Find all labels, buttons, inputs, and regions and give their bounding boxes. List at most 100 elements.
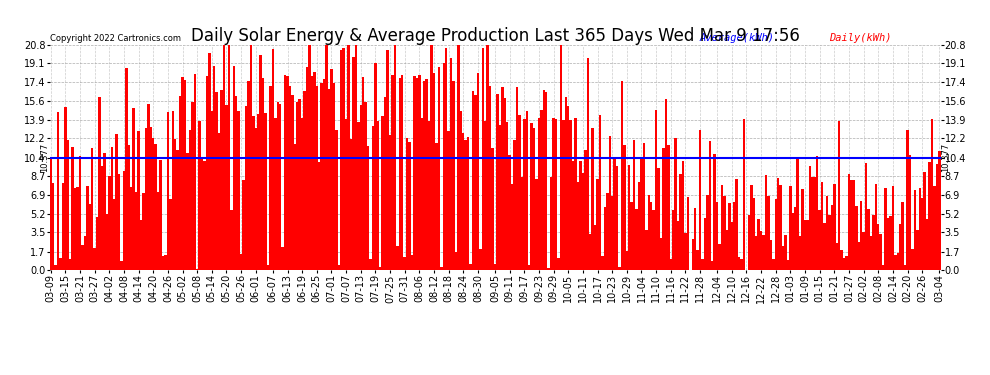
Bar: [814, 177, 816, 270]
Bar: [591, 129, 594, 270]
Bar: [159, 160, 161, 270]
Bar: [687, 197, 689, 270]
Bar: [218, 132, 221, 270]
Bar: [299, 99, 301, 270]
Bar: [533, 128, 536, 270]
Bar: [599, 115, 601, 270]
Bar: [381, 116, 384, 270]
Bar: [516, 87, 518, 270]
Bar: [445, 48, 447, 270]
Bar: [509, 155, 511, 270]
Bar: [418, 75, 421, 270]
Bar: [196, 268, 198, 270]
Bar: [50, 158, 51, 270]
Bar: [611, 196, 614, 270]
Bar: [496, 94, 499, 270]
Bar: [96, 217, 98, 270]
Bar: [281, 247, 284, 270]
Bar: [747, 215, 750, 270]
Bar: [936, 164, 939, 270]
Bar: [338, 266, 340, 270]
Bar: [211, 111, 213, 270]
Bar: [650, 202, 652, 270]
Bar: [206, 76, 208, 270]
Bar: [408, 142, 411, 270]
Bar: [308, 45, 311, 270]
Bar: [638, 182, 641, 270]
Bar: [842, 258, 845, 270]
Bar: [335, 130, 338, 270]
Bar: [916, 230, 919, 270]
Bar: [371, 126, 374, 270]
Bar: [262, 78, 264, 270]
Text: Copyright 2022 Cartronics.com: Copyright 2022 Cartronics.com: [50, 34, 180, 43]
Bar: [406, 138, 408, 270]
Bar: [459, 111, 462, 270]
Bar: [596, 179, 599, 270]
Bar: [179, 96, 181, 270]
Bar: [652, 210, 655, 270]
Bar: [764, 175, 767, 270]
Bar: [481, 48, 484, 270]
Bar: [106, 213, 108, 270]
Bar: [243, 180, 245, 270]
Bar: [413, 76, 416, 270]
Bar: [511, 184, 513, 270]
Bar: [208, 53, 211, 270]
Bar: [318, 162, 321, 270]
Bar: [506, 122, 509, 270]
Title: Daily Solar Energy & Average Production Last 365 Days Wed Mar 9 17:56: Daily Solar Energy & Average Production …: [190, 27, 800, 45]
Bar: [201, 158, 203, 270]
Bar: [454, 252, 457, 270]
Bar: [513, 140, 516, 270]
Bar: [536, 179, 538, 270]
Bar: [306, 67, 308, 270]
Bar: [457, 45, 459, 270]
Bar: [316, 86, 318, 270]
Bar: [628, 165, 631, 270]
Bar: [213, 66, 216, 270]
Bar: [81, 245, 84, 270]
Bar: [391, 75, 394, 270]
Bar: [626, 251, 628, 270]
Bar: [421, 118, 423, 270]
Bar: [76, 187, 79, 270]
Bar: [103, 153, 106, 270]
Bar: [589, 234, 591, 270]
Bar: [523, 118, 526, 270]
Bar: [154, 144, 156, 270]
Bar: [865, 162, 867, 270]
Bar: [736, 179, 738, 270]
Bar: [311, 76, 313, 270]
Bar: [794, 207, 797, 270]
Bar: [181, 77, 184, 270]
Bar: [939, 151, 940, 270]
Bar: [479, 249, 481, 270]
Bar: [869, 236, 872, 270]
Bar: [641, 157, 643, 270]
Bar: [552, 118, 554, 270]
Bar: [897, 253, 899, 270]
Bar: [694, 207, 696, 270]
Bar: [101, 166, 103, 270]
Bar: [847, 174, 850, 270]
Bar: [257, 114, 259, 270]
Bar: [564, 98, 567, 270]
Bar: [91, 148, 93, 270]
Bar: [469, 264, 472, 270]
Bar: [84, 236, 86, 270]
Bar: [929, 162, 931, 270]
Bar: [326, 45, 328, 270]
Bar: [279, 104, 281, 270]
Bar: [801, 189, 804, 270]
Bar: [203, 161, 206, 270]
Bar: [862, 232, 865, 270]
Bar: [294, 144, 296, 270]
Bar: [521, 177, 523, 270]
Bar: [711, 261, 714, 270]
Bar: [401, 75, 404, 270]
Bar: [333, 82, 335, 270]
Bar: [491, 148, 494, 270]
Bar: [926, 219, 929, 270]
Bar: [404, 258, 406, 270]
